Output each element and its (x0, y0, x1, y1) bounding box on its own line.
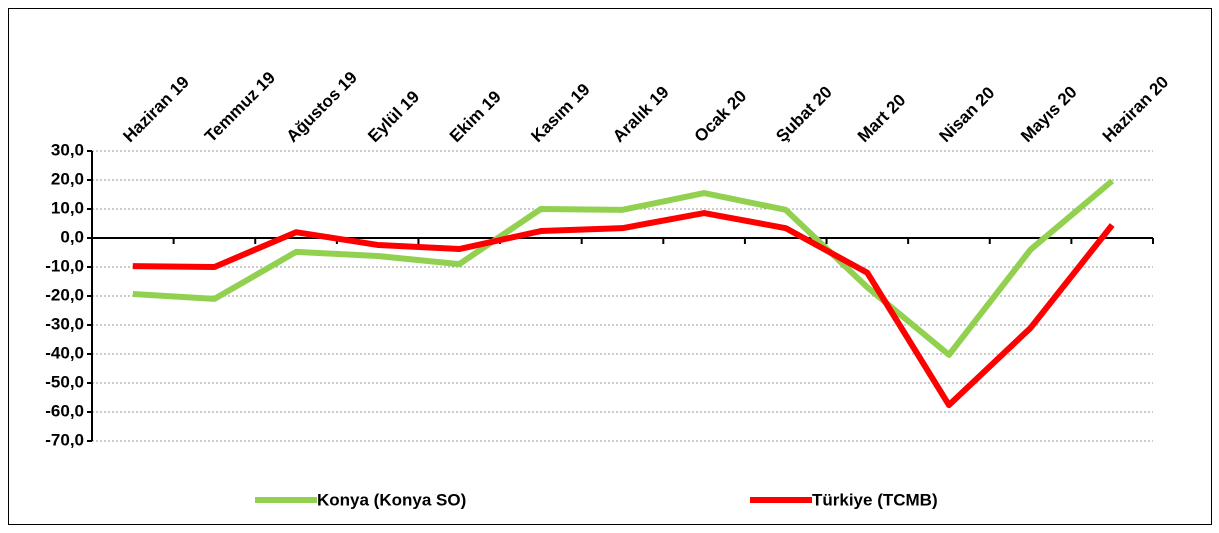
y-tick-label: 10,0 (51, 198, 84, 217)
y-tick-label: -30,0 (45, 314, 84, 333)
y-tick-label: -70,0 (45, 430, 84, 449)
y-tick-label: 20,0 (51, 169, 84, 188)
y-tick-label: -60,0 (45, 401, 84, 420)
y-tick-label: 30,0 (51, 140, 84, 159)
legend-label: Türkiye (TCMB) (812, 490, 938, 509)
series-line (132, 210, 1115, 409)
y-tick-label: -40,0 (45, 343, 84, 362)
y-tick-label: -50,0 (45, 372, 84, 391)
legend-label: Konya (Konya SO) (317, 490, 466, 509)
y-tick-label: 0,0 (60, 227, 84, 246)
y-tick-label: -20,0 (45, 285, 84, 304)
series-line (132, 178, 1115, 358)
y-tick-label: -10,0 (45, 256, 84, 275)
